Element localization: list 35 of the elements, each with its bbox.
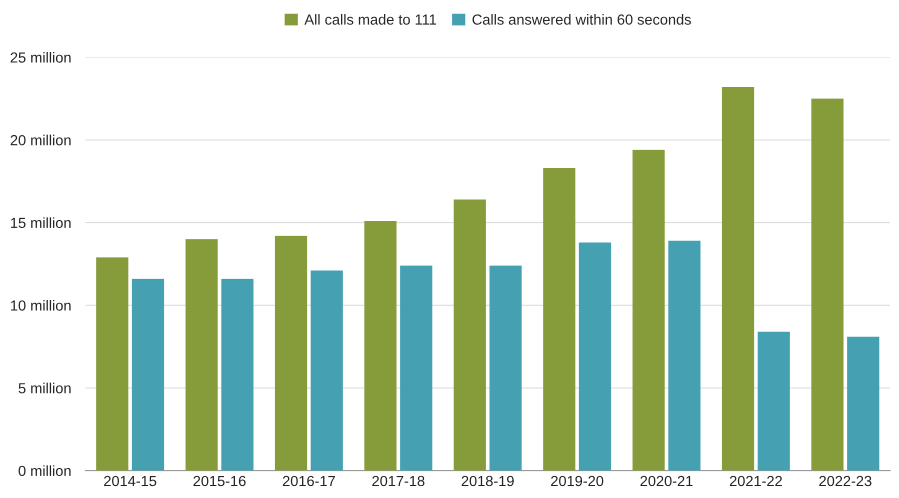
bar <box>722 87 754 471</box>
x-tick-label: 2016-17 <box>282 476 335 486</box>
bar <box>186 239 218 471</box>
bar <box>847 336 880 471</box>
y-tick-label: 5 million <box>18 382 71 394</box>
legend-label: All calls made to 111 <box>304 14 436 25</box>
bar <box>758 332 790 471</box>
bar <box>543 168 576 471</box>
x-tick-label: 2018-19 <box>462 476 514 486</box>
y-tick-label: 0 million <box>18 465 71 476</box>
x-tick-label: 2017-18 <box>372 476 424 486</box>
bar <box>132 278 164 471</box>
x-tick-label: 2014-15 <box>104 476 156 486</box>
x-tick-label: 2015-16 <box>193 476 246 486</box>
y-tick-label: 20 million <box>10 134 71 146</box>
y-tick-label: 25 million <box>10 52 71 63</box>
x-tick-label: 2020-21 <box>640 476 693 486</box>
bar <box>310 270 343 471</box>
bar <box>489 266 522 471</box>
bar <box>96 257 128 471</box>
bar <box>274 236 308 471</box>
bar <box>454 199 486 471</box>
y-tick-label: 15 million <box>11 217 71 228</box>
x-tick-label: 2022-23 <box>819 476 872 486</box>
bar <box>221 278 254 471</box>
bar <box>400 266 432 471</box>
legend-label: Calls answered within 60 seconds <box>472 14 691 25</box>
bar <box>811 98 844 471</box>
y-tick-label: 10 million <box>11 300 71 311</box>
x-tick-label: 2021-22 <box>730 476 782 486</box>
bar <box>632 150 665 471</box>
bar <box>364 220 397 471</box>
x-tick-label: 2019-20 <box>551 476 604 486</box>
bar <box>578 242 612 471</box>
bar <box>668 240 700 471</box>
